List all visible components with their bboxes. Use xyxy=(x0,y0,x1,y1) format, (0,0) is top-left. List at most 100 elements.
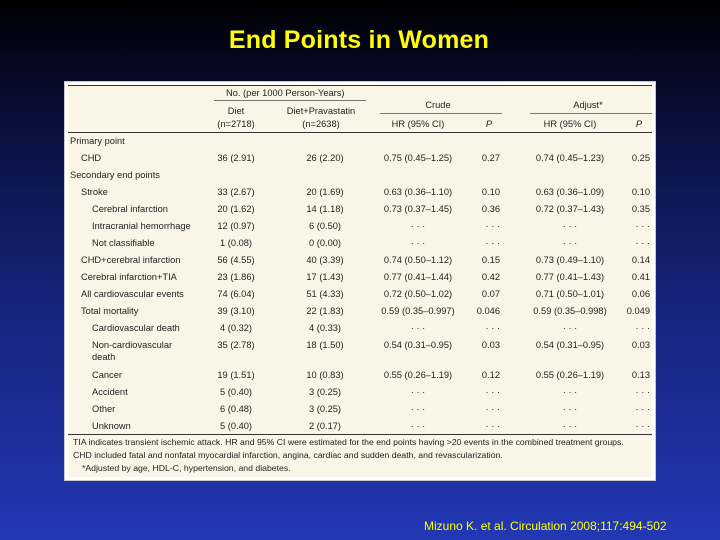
footnote-1: TIA indicates transient ischemic attack.… xyxy=(73,437,624,447)
cell-hr1: 0.63 (0.36–1.10) xyxy=(383,187,453,197)
slide-title: End Points in Women xyxy=(228,26,490,54)
row-label: Non-cardiovascular xyxy=(92,340,173,350)
row-label: All cardiovascular events xyxy=(81,289,184,299)
cell-hr2: 0.55 (0.26–1.19) xyxy=(535,370,605,380)
cell-hr1: · · · xyxy=(410,238,426,248)
cell-p1: 0.27 xyxy=(481,153,500,163)
col-diet-n: (n=2718) xyxy=(217,119,255,129)
cell-p2: 0.13 xyxy=(631,370,650,380)
cell-prav: 20 (1.69) xyxy=(306,187,344,197)
crude-header: Crude xyxy=(425,100,451,110)
cell-hr2: · · · xyxy=(562,238,578,248)
cell-hr1: · · · xyxy=(410,387,426,397)
row-label: CHD xyxy=(81,153,102,163)
cell-prav: 6 (0.50) xyxy=(308,221,342,231)
cell-p1: 0.10 xyxy=(481,187,500,197)
cell-diet: 56 (4.55) xyxy=(217,255,255,265)
cell-p2: 0.03 xyxy=(631,340,650,350)
cell-p2: · · · xyxy=(635,323,650,333)
cell-hr1: · · · xyxy=(410,404,426,414)
cell-diet: 39 (3.10) xyxy=(217,306,255,316)
cell-diet: 19 (1.51) xyxy=(217,370,255,380)
cell-prav: 17 (1.43) xyxy=(306,272,344,282)
header-bottom-rule xyxy=(68,132,652,133)
col-diet: Diet xyxy=(227,106,245,116)
cell-p1: · · · xyxy=(485,387,500,397)
cell-p1: 0.07 xyxy=(481,289,500,299)
cell-hr1: 0.59 (0.35–0.997) xyxy=(381,306,455,316)
col-hr-crude: HR (95% CI) xyxy=(391,119,445,129)
cell-p1: 0.12 xyxy=(481,370,500,380)
col-p-adjust: P xyxy=(635,119,643,129)
cell-prav: 4 (0.33) xyxy=(308,323,342,333)
footnote-2: CHD included fatal and nonfatal myocardi… xyxy=(73,450,503,460)
cell-p1: · · · xyxy=(485,238,500,248)
cell-p2: 0.049 xyxy=(626,306,650,316)
cell-prav: 22 (1.83) xyxy=(306,306,344,316)
cell-p1: · · · xyxy=(485,221,500,231)
cell-p2: 0.41 xyxy=(631,272,650,282)
cell-p1: · · · xyxy=(485,404,500,414)
bottom-rule xyxy=(68,434,652,435)
cell-diet: 4 (0.32) xyxy=(219,323,253,333)
cell-prav: 14 (1.18) xyxy=(306,204,344,214)
cell-p1: · · · xyxy=(485,323,500,333)
row-label: Cardiovascular death xyxy=(92,323,180,333)
col-hr-adjust: HR (95% CI) xyxy=(543,119,597,129)
cell-p2: 0.14 xyxy=(631,255,650,265)
cell-diet: 20 (1.62) xyxy=(217,204,255,214)
cell-hr2: · · · xyxy=(562,404,578,414)
col-diet-prav: Diet+Pravastatin xyxy=(286,106,356,116)
row-label: Stroke xyxy=(81,187,108,197)
cell-prav: 18 (1.50) xyxy=(306,340,344,350)
cell-hr2: · · · xyxy=(562,421,578,431)
cell-p1: · · · xyxy=(485,421,500,431)
cell-hr1: · · · xyxy=(410,323,426,333)
cell-hr1: 0.77 (0.41–1.44) xyxy=(383,272,453,282)
cell-diet: 12 (0.97) xyxy=(217,221,255,231)
cell-hr2: 0.73 (0.49–1.10) xyxy=(535,255,605,265)
col-p-crude: P xyxy=(485,119,493,129)
row-label: Not classifiable xyxy=(92,238,155,248)
cell-hr1: 0.74 (0.50–1.12) xyxy=(383,255,453,265)
cell-p2: 0.10 xyxy=(631,187,650,197)
cell-p2: · · · xyxy=(635,421,650,431)
cell-hr2: 0.72 (0.37–1.43) xyxy=(535,204,605,214)
cell-p2: · · · xyxy=(635,404,650,414)
cell-p1: 0.046 xyxy=(476,306,500,316)
results-table: No. (per 1000 Person-Years) Crude Adjust… xyxy=(64,81,656,481)
group-header-rule xyxy=(214,100,366,101)
footnote-3: *Adjusted by age, HDL-C, hypertension, a… xyxy=(82,463,291,473)
cell-hr2: 0.77 (0.41–1.43) xyxy=(535,272,605,282)
row-label: Cancer xyxy=(92,370,122,380)
cell-prav: 51 (4.33) xyxy=(306,289,344,299)
cell-hr1: · · · xyxy=(410,221,426,231)
row-label: Intracranial hemorrhage xyxy=(92,221,191,231)
adjust-header: Adjust* xyxy=(573,100,603,110)
cell-diet: 23 (1.86) xyxy=(217,272,255,282)
row-label: Unknown xyxy=(92,421,131,431)
row-label: Accident xyxy=(92,387,128,397)
cell-p1: 0.42 xyxy=(481,272,500,282)
col-diet-prav-n: (n=2638) xyxy=(302,119,340,129)
cell-diet: 5 (0.40) xyxy=(219,421,253,431)
table-body: No. (per 1000 Person-Years) Crude Adjust… xyxy=(68,85,652,477)
row-label: Total mortality xyxy=(81,306,139,316)
row-label-continued: death xyxy=(92,352,116,362)
cell-p1: 0.15 xyxy=(481,255,500,265)
cell-diet: 36 (2.91) xyxy=(217,153,255,163)
cell-hr1: 0.73 (0.37–1.45) xyxy=(383,204,453,214)
cell-diet: 35 (2.78) xyxy=(217,340,255,350)
cell-prav: 3 (0.25) xyxy=(308,387,342,397)
cell-prav: 0 (0.00) xyxy=(308,238,342,248)
top-rule xyxy=(68,85,652,86)
cell-prav: 26 (2.20) xyxy=(306,153,344,163)
cell-p2: · · · xyxy=(635,221,650,231)
cell-p2: 0.25 xyxy=(631,153,650,163)
cell-prav: 3 (0.25) xyxy=(308,404,342,414)
cell-hr2: 0.63 (0.36–1.09) xyxy=(535,187,605,197)
cell-hr1: · · · xyxy=(410,421,426,431)
row-label: Primary point xyxy=(70,136,125,146)
cell-diet: 6 (0.48) xyxy=(219,404,253,414)
cell-hr2: · · · xyxy=(562,323,578,333)
